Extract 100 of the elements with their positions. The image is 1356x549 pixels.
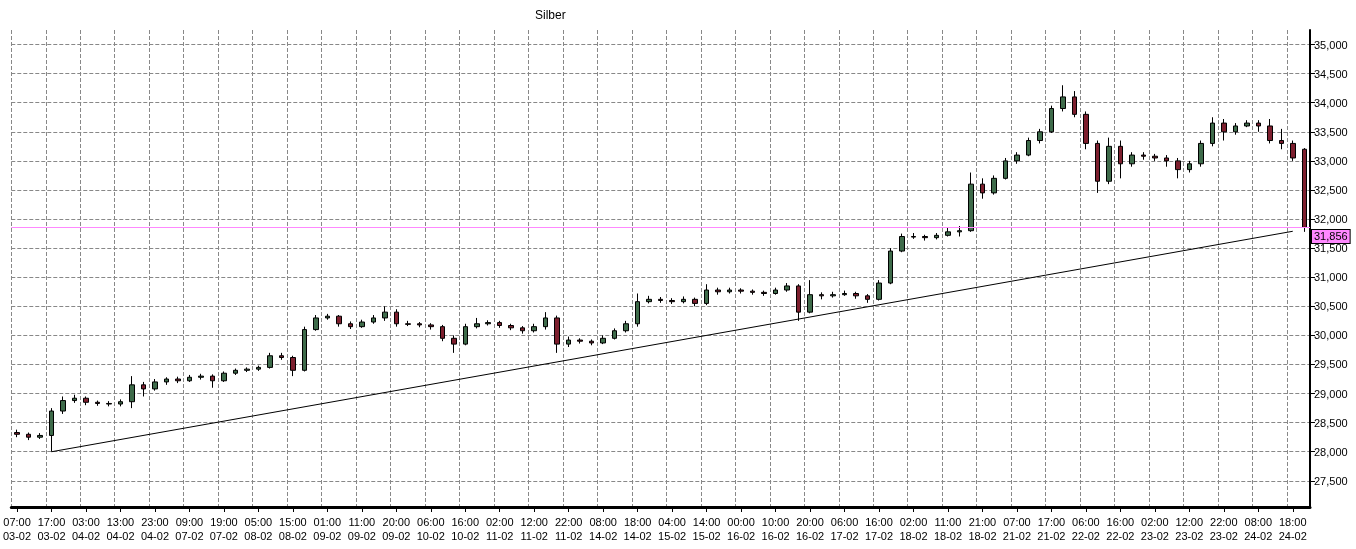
y-tick-label: 28,000: [1314, 445, 1348, 458]
candlestick: [566, 336, 571, 348]
candlestick: [394, 308, 399, 328]
candlestick: [888, 247, 893, 285]
candlestick: [474, 317, 480, 329]
x-tick-label: 11:00 18-02: [933, 516, 963, 542]
candlestick: [1049, 105, 1054, 134]
candlestick: [187, 374, 192, 383]
candlestick: [267, 352, 273, 370]
candlestick: [244, 366, 250, 373]
candlestick: [290, 355, 296, 377]
candlestick: [95, 400, 100, 407]
candlestick: [819, 291, 824, 300]
x-tick-label: 05:00 08-02: [244, 516, 273, 542]
candlestick: [842, 290, 847, 297]
y-tick-label: 31,000: [1314, 271, 1348, 284]
candlestick: [945, 227, 951, 238]
candlestick: [302, 326, 307, 372]
candlestick: [1233, 122, 1238, 136]
y-tick-label: 29,000: [1314, 387, 1348, 400]
candlestick: [957, 225, 962, 238]
candlestick: [463, 323, 468, 346]
candlestick: [1060, 84, 1066, 112]
candlestick: [348, 320, 353, 330]
x-tick-label: 10:00 16-02: [761, 516, 790, 542]
candlestick: [451, 334, 457, 354]
x-tick-label: 15:00 08-02: [278, 516, 307, 542]
candlestick: [543, 311, 548, 331]
y-tick-label: 33,000: [1314, 154, 1348, 167]
x-tick-label: 07:00 21-02: [1002, 516, 1031, 542]
candlestick: [715, 287, 721, 296]
candlestick: [669, 297, 675, 305]
candlestick: [313, 314, 319, 332]
candlestick: [1256, 119, 1261, 133]
candlestick: [865, 293, 870, 304]
candlestick: [336, 314, 342, 328]
y-tick-label: 33,500: [1314, 125, 1348, 138]
candlestick: [359, 319, 365, 329]
candlestick: [210, 373, 215, 389]
candlestick: [1083, 110, 1089, 150]
candlestick: [1026, 137, 1031, 157]
candlestick: [26, 432, 31, 441]
x-tick-label: 12:00 23-02: [1175, 516, 1204, 542]
y-tick-label: 32,500: [1314, 183, 1348, 196]
candlestick: [1290, 140, 1296, 162]
x-tick-label: 16:00 10-02: [451, 516, 480, 542]
candlestick: [221, 370, 227, 383]
candlestick: [118, 398, 123, 407]
y-tick-label: 31,500: [1314, 242, 1348, 255]
candlestick: [577, 337, 583, 345]
candlestick: [876, 279, 882, 301]
candlestick: [325, 313, 330, 321]
candlestick: [1106, 137, 1112, 185]
candlestick: [1095, 140, 1100, 194]
candlestick: [60, 395, 66, 415]
candlestick: [991, 174, 997, 196]
candlestick: [1267, 118, 1273, 144]
candlestick: [807, 279, 813, 314]
candlestick: [934, 232, 939, 240]
candlestick: [497, 320, 502, 329]
x-tick-label: 14:00 15-02: [692, 516, 721, 542]
y-tick-label: 34,000: [1314, 96, 1348, 109]
x-tick-label: 21:00 18-02: [968, 516, 997, 542]
ref-line-label: 31,856: [1314, 230, 1348, 243]
candlestick: [1175, 157, 1181, 179]
candlestick: [1118, 140, 1123, 179]
x-tick-label: 16:00 17-02: [864, 516, 894, 542]
x-tick-label: 01:00 09-02: [313, 516, 342, 542]
candlestick: [141, 381, 146, 397]
y-tick-label: 34,500: [1314, 67, 1348, 80]
candlestick: [796, 283, 801, 322]
candlestick: [256, 365, 261, 372]
x-tick-label: 19:00 07-02: [209, 516, 238, 542]
candlestick: [72, 394, 77, 404]
y-tick-label: 29,500: [1314, 358, 1348, 371]
x-tick-label: 06:00 10-02: [416, 516, 445, 542]
x-tick-label: 06:00 17-02: [830, 516, 859, 542]
candlestick: [658, 296, 663, 304]
candlestick: [681, 295, 686, 304]
x-tick-label: 22:00 11-02: [554, 516, 583, 542]
candlestick: [612, 327, 617, 340]
y-tick-label: 27,500: [1314, 474, 1348, 487]
candlestick: [417, 321, 422, 328]
candlestick: [646, 295, 652, 304]
candlestick: [1221, 118, 1227, 142]
candlestick: [371, 314, 376, 325]
x-tick-label: 20:00 16-02: [795, 516, 825, 542]
candlestick: [635, 293, 640, 328]
x-tick-label: 18:00 14-02: [623, 516, 652, 542]
candlestick: [164, 376, 169, 386]
x-tick-label: 02:00 18-02: [899, 516, 928, 542]
x-tick-label: 18:00 24-02: [1278, 516, 1307, 542]
y-tick-label: 30,500: [1314, 300, 1348, 313]
x-tick-label: 17:00 03-02: [37, 516, 66, 542]
candlestick: [520, 325, 525, 335]
candlestick: [152, 378, 158, 392]
candlestick: [704, 283, 709, 306]
candlestick: [1003, 157, 1008, 180]
x-tick-label: 02:00 11-02: [485, 516, 514, 542]
candlestick: [980, 177, 985, 200]
